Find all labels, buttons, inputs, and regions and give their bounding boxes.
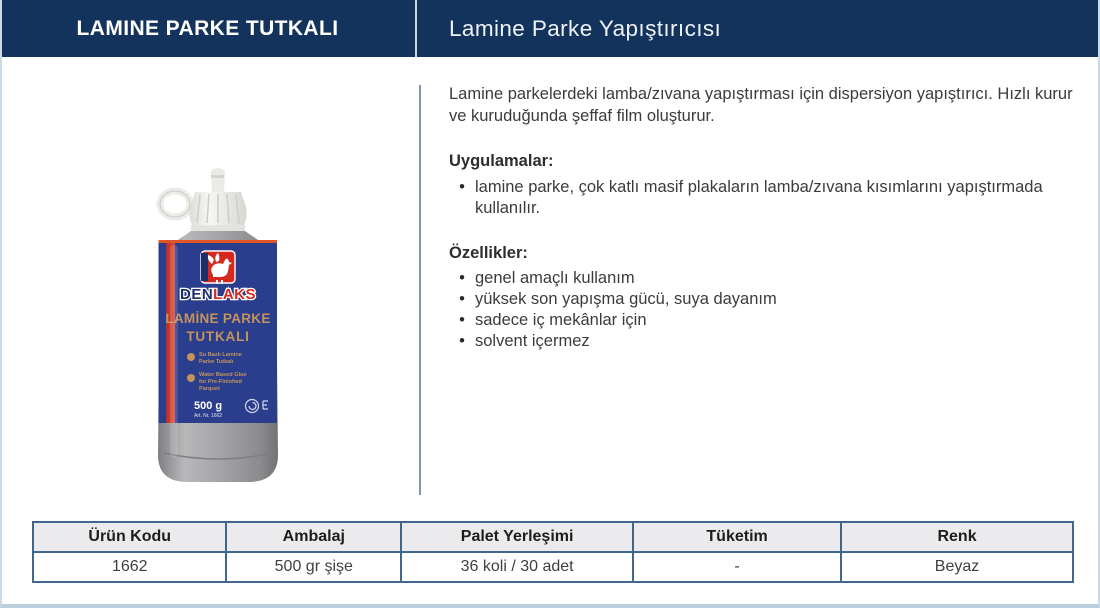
product-photo: DENLAKS LAMİNE PARKE TUTKALI Su Bazlı La…	[2, 57, 419, 497]
list-item: • yüksek son yapışma gücü, suya dayanım	[449, 289, 1091, 310]
page-subtitle: Lamine Parke Yapıştırıcısı	[449, 15, 722, 41]
label-subtext: Su Bazlı Lamine Parke Tutkalı Water Base…	[187, 352, 247, 392]
gb-flag-dot-icon	[187, 374, 195, 382]
product-intro: Lamine parkelerdeki lamba/zıvana yapıştı…	[449, 85, 1073, 125]
table-header-ambalaj: Ambalaj	[225, 521, 403, 553]
feature-item-text: solvent içermez	[475, 332, 590, 350]
label-weight: 500 g	[194, 400, 222, 412]
table-header-tuketim: Tüketim	[632, 521, 843, 553]
rooster-icon	[207, 253, 232, 284]
description-panel: Lamine parkelerdeki lamba/zıvana yapıştı…	[449, 84, 1091, 352]
header-divider	[415, 0, 417, 57]
features-list: • genel amaçlı kullanım • yüksek son yap…	[449, 268, 1091, 352]
bullet-icon: •	[459, 311, 465, 329]
table-header-row: Ürün Kodu Ambalaj Palet Yerleşimi Tüketi…	[31, 521, 1074, 553]
list-item: • genel amaçlı kullanım	[449, 268, 1091, 289]
label-title-line1: LAMİNE PARKE	[165, 311, 270, 326]
tr-flag-dot-icon	[187, 353, 195, 361]
table-cell-renk: Beyaz	[840, 551, 1074, 583]
list-item: • solvent içermez	[449, 331, 1091, 352]
bullet-icon: •	[459, 290, 465, 308]
cap-tamper-band	[191, 225, 245, 231]
table-cell-palet-yerlesimi: 36 koli / 30 adet	[400, 551, 635, 583]
bullet-icon: •	[459, 269, 465, 287]
brand-logo-icon	[200, 250, 236, 284]
table-cell-urun-kodu: 1662	[31, 551, 228, 583]
bottle-highlight	[170, 245, 178, 457]
spec-table: Ürün Kodu Ambalaj Palet Yerleşimi Tüketi…	[31, 521, 1074, 583]
bullet-icon: •	[459, 332, 465, 350]
feature-item-text: genel amaçlı kullanım	[475, 269, 635, 287]
page-title: LAMINE PARKE TUTKALI	[76, 16, 339, 40]
feature-item-text: sadece iç mekânlar için	[475, 311, 647, 329]
brand-wordmark: DENLAKS	[180, 286, 256, 303]
label-sub-tr-1: Su Bazlı Lamine	[199, 352, 242, 358]
brand-wordmark-laks: LAKS	[213, 286, 256, 303]
feature-item-text: yüksek son yapışma gücü, suya dayanım	[475, 290, 777, 308]
content-divider	[419, 85, 421, 495]
cap-flutes	[196, 193, 240, 224]
bottle-label: DENLAKS LAMİNE PARKE TUTKALI Su Bazlı La…	[158, 240, 277, 423]
table-row: 1662 500 gr şişe 36 koli / 30 adet - Bey…	[31, 551, 1074, 583]
label-sub-en-3: Parquet	[199, 386, 220, 392]
bottle-bottom-seam	[163, 452, 273, 460]
table-cell-tuketim: -	[632, 551, 843, 583]
table-header-palet-yerlesimi: Palet Yerleşimi	[400, 521, 635, 553]
label-art-no: Art. Nr. 1662	[194, 413, 222, 419]
features-title: Özellikler:	[449, 243, 528, 262]
table-header-renk: Renk	[840, 521, 1074, 553]
glue-bottle-image: DENLAKS LAMİNE PARKE TUTKALI Su Bazlı La…	[156, 168, 278, 482]
cap-tether-ring-edge	[159, 190, 191, 218]
spout-tip	[211, 168, 225, 192]
label-sub-en-1: Water Based Glue	[199, 372, 247, 378]
bullet-icon: •	[459, 177, 465, 196]
label-title-line2: TUTKALI	[186, 329, 249, 344]
table-cell-ambalaj: 500 gr şişe	[225, 551, 403, 583]
table-header-urun-kodu: Ürün Kodu	[31, 521, 228, 553]
label-sub-en-2: for Pre-Finished	[199, 379, 242, 385]
label-sub-tr-2: Parke Tutkalı	[199, 359, 234, 365]
brand-wordmark-den: DEN	[180, 286, 213, 303]
certification-marks-icon	[244, 398, 268, 414]
spout-band	[211, 175, 224, 178]
applications-list: • lamine parke, çok katlı masif plakalar…	[449, 177, 1091, 219]
header-bar: LAMINE PARKE TUTKALI Lamine Parke Yapışt…	[2, 0, 1098, 57]
list-item: • sadece iç mekânlar için	[449, 310, 1091, 331]
list-item: • lamine parke, çok katlı masif plakalar…	[449, 177, 1091, 219]
applications-title: Uygulamalar:	[449, 152, 554, 170]
application-item-text: lamine parke, çok katlı masif plakaların…	[475, 177, 1043, 217]
